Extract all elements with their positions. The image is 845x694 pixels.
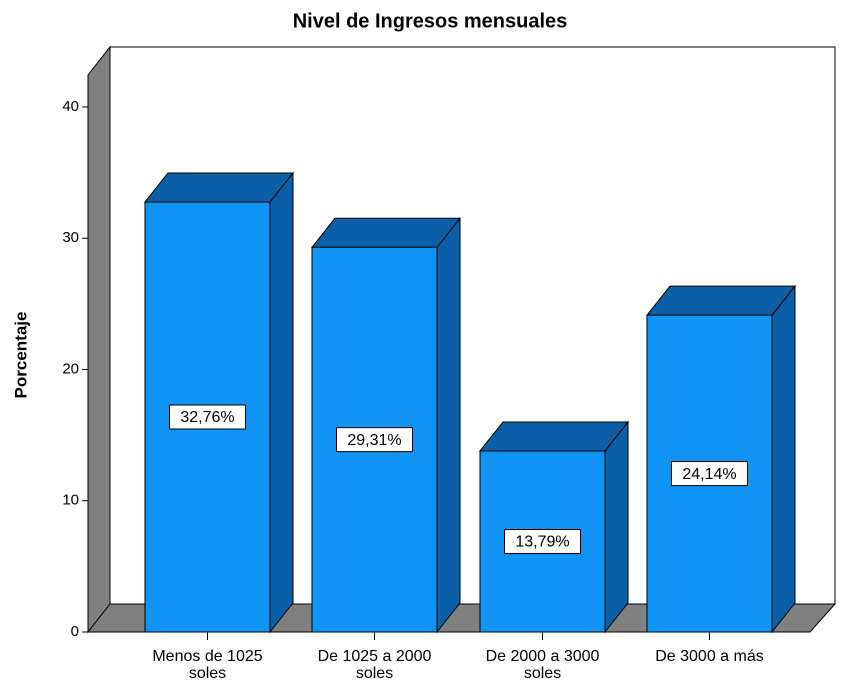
value-label: 29,31% [347,432,401,449]
x-tick-label: Menos de 1025 soles [152,648,263,682]
value-label-box [504,528,581,554]
bar-side [604,420,629,634]
bar-side [269,171,294,634]
x-tick-label: De 1025 a 2000 soles [317,648,432,682]
bar-side [436,216,461,634]
value-label-box [671,461,748,487]
y-tick-label: 40 [62,98,79,115]
x-tick-label: De 2000 a 3000 soles [485,648,600,682]
back-wall [109,46,836,604]
bar-top [478,421,630,452]
bar-top [645,285,797,316]
bar-side [771,284,796,634]
value-label: 13,79% [515,534,569,551]
y-tick-label: 10 [62,492,79,509]
value-label: 32,76% [180,409,234,426]
x-tick-label: De 3000 a más [655,648,764,665]
bar-top [143,172,295,203]
value-label-box [336,427,413,453]
y-axis-label: Porcentaje [11,312,30,399]
bar-top [310,217,462,248]
y-tick-label: 20 [62,360,79,377]
y-tick-label: 30 [62,229,79,246]
value-label-box [169,404,246,430]
left-wall [87,45,111,634]
y-tick-label: 0 [71,623,79,640]
value-label: 24,14% [682,466,736,483]
chart-title: Nivel de Ingresos mensuales [293,10,568,32]
